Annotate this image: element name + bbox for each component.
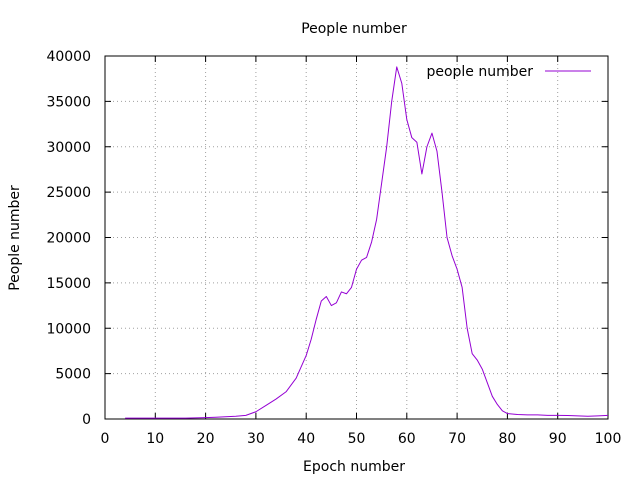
y-tick-label: 40000 <box>46 49 91 65</box>
y-tick-label: 25000 <box>46 185 91 201</box>
y-tick-label: 30000 <box>46 140 91 156</box>
y-tick-label: 20000 <box>46 231 91 247</box>
series-line-people-number <box>125 66 609 419</box>
y-tick-label: 5000 <box>55 367 91 383</box>
x-tick-label: 90 <box>549 431 567 447</box>
x-tick-label: 80 <box>498 431 516 447</box>
axis-ticks <box>104 55 609 420</box>
x-tick-label: 30 <box>247 431 265 447</box>
y-tick-labels: 0 5000 10000 15000 20000 25000 30000 35000 40000 <box>46 49 91 428</box>
chart-title: People number <box>301 21 407 37</box>
x-tick-label: 40 <box>297 431 315 447</box>
x-tick-label: 100 <box>595 431 622 447</box>
y-tick-label: 0 <box>82 412 91 428</box>
x-tick-label: 10 <box>146 431 164 447</box>
x-tick-label: 20 <box>197 431 215 447</box>
y-tick-label: 35000 <box>46 94 91 110</box>
x-axis-label: Epoch number <box>303 459 405 475</box>
x-tick-label: 60 <box>398 431 416 447</box>
grid-lines <box>105 56 608 419</box>
y-tick-label: 10000 <box>46 321 91 337</box>
legend: people number <box>426 64 591 80</box>
series-layer <box>125 66 609 419</box>
y-axis-label: People number <box>7 185 23 291</box>
x-tick-label: 0 <box>101 431 110 447</box>
x-tick-label: 50 <box>348 431 366 447</box>
legend-label: people number <box>426 64 533 80</box>
y-tick-label: 15000 <box>46 276 91 292</box>
x-tick-labels: 0 10 20 30 40 50 60 70 80 90 100 <box>101 431 622 447</box>
x-tick-label: 70 <box>448 431 466 447</box>
